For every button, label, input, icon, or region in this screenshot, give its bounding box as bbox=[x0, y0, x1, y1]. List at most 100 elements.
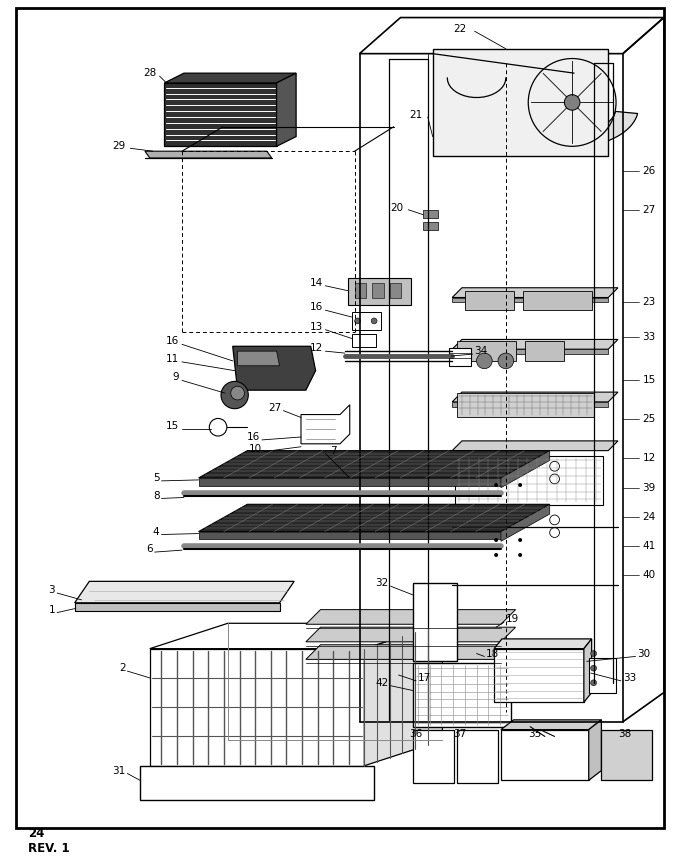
Bar bbox=[465, 291, 513, 310]
Polygon shape bbox=[452, 402, 608, 407]
Polygon shape bbox=[306, 627, 515, 642]
Text: 7: 7 bbox=[330, 446, 337, 456]
Text: 38: 38 bbox=[618, 728, 632, 739]
Text: 11: 11 bbox=[166, 354, 179, 364]
Circle shape bbox=[371, 318, 377, 324]
Text: 24
REV. 1: 24 REV. 1 bbox=[28, 827, 69, 855]
Text: 15: 15 bbox=[643, 375, 656, 386]
Polygon shape bbox=[140, 765, 374, 800]
Polygon shape bbox=[75, 602, 279, 610]
Polygon shape bbox=[452, 440, 618, 451]
Polygon shape bbox=[452, 349, 608, 354]
Text: 33: 33 bbox=[643, 332, 656, 342]
Text: 37: 37 bbox=[454, 728, 466, 739]
Circle shape bbox=[549, 474, 560, 484]
Text: 36: 36 bbox=[409, 728, 423, 739]
Polygon shape bbox=[237, 351, 279, 366]
Text: 22: 22 bbox=[454, 24, 466, 34]
Bar bbox=[413, 584, 457, 662]
Circle shape bbox=[591, 680, 596, 686]
Text: 30: 30 bbox=[638, 649, 651, 658]
Polygon shape bbox=[364, 623, 443, 765]
Circle shape bbox=[231, 387, 244, 400]
Polygon shape bbox=[501, 729, 589, 781]
Text: 18: 18 bbox=[486, 649, 500, 658]
Text: 32: 32 bbox=[375, 578, 389, 588]
Text: 34: 34 bbox=[475, 346, 488, 357]
Text: •: • bbox=[492, 549, 500, 563]
Text: 4: 4 bbox=[153, 526, 160, 536]
Bar bbox=[457, 393, 594, 417]
Polygon shape bbox=[306, 609, 515, 624]
Text: 9: 9 bbox=[173, 373, 179, 382]
Circle shape bbox=[549, 515, 560, 524]
Text: 12: 12 bbox=[643, 453, 656, 464]
Polygon shape bbox=[501, 504, 549, 542]
Circle shape bbox=[591, 665, 596, 671]
Polygon shape bbox=[199, 531, 501, 539]
Polygon shape bbox=[452, 297, 608, 303]
Text: 5: 5 bbox=[153, 473, 160, 483]
Text: 24: 24 bbox=[643, 512, 656, 522]
Polygon shape bbox=[507, 111, 638, 147]
Bar bbox=[524, 291, 592, 310]
Circle shape bbox=[549, 461, 560, 471]
Polygon shape bbox=[233, 346, 316, 390]
Text: 10: 10 bbox=[249, 444, 262, 453]
Text: 15: 15 bbox=[166, 422, 179, 431]
Polygon shape bbox=[145, 151, 272, 158]
Bar bbox=[423, 223, 437, 231]
Text: 2: 2 bbox=[119, 663, 125, 673]
Text: 40: 40 bbox=[643, 571, 656, 580]
Text: 35: 35 bbox=[528, 728, 542, 739]
Text: 20: 20 bbox=[390, 203, 403, 213]
Polygon shape bbox=[75, 581, 294, 602]
Text: 8: 8 bbox=[153, 490, 160, 500]
Text: 14: 14 bbox=[310, 278, 324, 288]
Bar bbox=[355, 283, 367, 297]
Text: •: • bbox=[516, 549, 524, 563]
Bar bbox=[457, 341, 515, 361]
Text: 27: 27 bbox=[268, 403, 282, 413]
Polygon shape bbox=[494, 649, 584, 702]
Text: 17: 17 bbox=[418, 673, 431, 683]
Polygon shape bbox=[306, 644, 515, 659]
Bar bbox=[372, 283, 384, 297]
Text: 33: 33 bbox=[623, 673, 636, 683]
Text: 28: 28 bbox=[143, 69, 156, 78]
Text: 39: 39 bbox=[643, 482, 656, 493]
Polygon shape bbox=[199, 478, 501, 486]
Text: 27: 27 bbox=[643, 205, 656, 215]
Circle shape bbox=[549, 528, 560, 537]
Polygon shape bbox=[165, 83, 277, 147]
Circle shape bbox=[477, 353, 492, 369]
Bar bbox=[352, 333, 376, 347]
Polygon shape bbox=[501, 720, 601, 729]
Polygon shape bbox=[150, 649, 364, 765]
Circle shape bbox=[564, 94, 580, 111]
Text: 21: 21 bbox=[409, 110, 423, 120]
Bar bbox=[413, 729, 454, 783]
Text: 1: 1 bbox=[48, 605, 55, 614]
Text: 16: 16 bbox=[247, 432, 260, 442]
Text: 16: 16 bbox=[310, 303, 324, 312]
Bar bbox=[449, 348, 471, 366]
Text: 12: 12 bbox=[310, 343, 324, 353]
Polygon shape bbox=[277, 73, 296, 147]
Polygon shape bbox=[452, 339, 618, 349]
Text: 41: 41 bbox=[643, 542, 656, 551]
Text: 25: 25 bbox=[643, 415, 656, 424]
Text: 6: 6 bbox=[146, 544, 153, 554]
Polygon shape bbox=[360, 17, 664, 54]
Text: 19: 19 bbox=[506, 614, 519, 625]
Text: 23: 23 bbox=[643, 297, 656, 308]
Bar bbox=[390, 283, 401, 297]
Text: •: • bbox=[492, 535, 500, 548]
Polygon shape bbox=[301, 405, 350, 444]
Text: 13: 13 bbox=[310, 321, 324, 332]
Text: 31: 31 bbox=[112, 765, 125, 776]
Circle shape bbox=[591, 650, 596, 656]
Text: •: • bbox=[516, 479, 524, 493]
Polygon shape bbox=[199, 504, 549, 531]
Bar bbox=[413, 663, 511, 727]
